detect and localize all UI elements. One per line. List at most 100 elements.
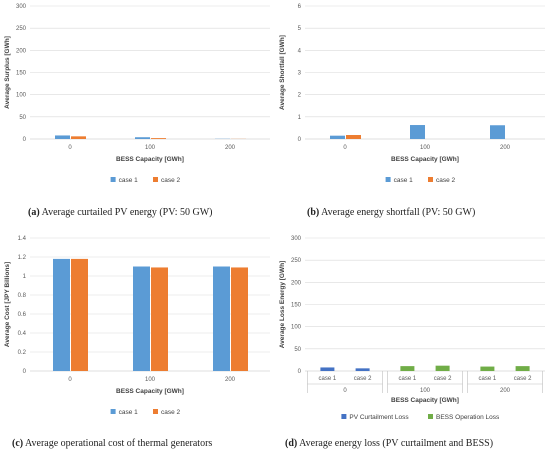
y-tick-label: 50 <box>294 347 301 353</box>
y-tick-label: 0.2 <box>18 350 27 356</box>
legend-swatch <box>341 414 347 419</box>
y-tick-label: 1 <box>23 274 27 280</box>
x-subcategory-label: case 2 <box>434 376 452 382</box>
caption-d-letter: (d) <box>285 438 298 449</box>
x-tick-label: 200 <box>225 377 236 383</box>
y-tick-label: 300 <box>291 236 302 242</box>
y-tick-label: 0.6 <box>18 312 27 318</box>
y-tick-label: 0.4 <box>18 331 27 337</box>
bar <box>346 135 361 139</box>
y-tick-label: 6 <box>298 4 302 10</box>
legend-swatch <box>385 177 391 182</box>
bar <box>53 258 70 371</box>
y-tick-label: 2 <box>298 93 302 99</box>
legend-label: case 1 <box>394 177 414 184</box>
x-group-label: 100 <box>420 388 431 394</box>
bar <box>400 366 415 371</box>
y-tick-label: 4 <box>298 48 302 54</box>
caption-d: (d) Average energy loss (PV curtailment … <box>285 438 493 449</box>
legend-label: case 1 <box>119 409 139 416</box>
x-subcategory-label: case 1 <box>479 376 497 382</box>
y-tick-label: 0 <box>298 369 302 375</box>
y-axis-label: Average Surplus [GWh] <box>4 36 11 109</box>
caption-d-text: Average energy loss (PV curtailment and … <box>297 438 494 449</box>
y-tick-label: 100 <box>16 93 27 99</box>
legend-label: case 1 <box>119 177 139 184</box>
x-axis-label: BESS Capacity [GWh] <box>116 156 184 163</box>
x-tick-label: 100 <box>145 145 156 151</box>
bar <box>355 368 370 371</box>
y-tick-label: 200 <box>291 280 302 286</box>
x-axis-label: BESS Capacity [GWh] <box>116 388 184 395</box>
bar <box>515 366 530 371</box>
legend-swatch <box>153 177 158 182</box>
y-tick-label: 100 <box>291 325 302 331</box>
y-tick-label: 1.4 <box>18 236 27 242</box>
legend-label: case 2 <box>436 177 456 184</box>
y-tick-label: 150 <box>291 303 302 309</box>
y-axis-label: Average Loss Energy [GWh] <box>279 261 286 349</box>
caption-c-letter: (c) <box>12 438 24 449</box>
bar <box>435 365 450 371</box>
caption-b: (b) Average energy shortfall (PV: 50 GW) <box>307 207 475 218</box>
legend-swatch <box>428 414 433 419</box>
x-subcategory-label: case 1 <box>399 376 417 382</box>
bar <box>213 266 230 371</box>
y-tick-label: 3 <box>298 71 302 77</box>
y-tick-label: 0 <box>298 137 302 143</box>
bar <box>71 136 86 139</box>
chart-average-loss-energy: 0 50 100 150 200 250 300 Average Loss Energy [G… <box>279 236 545 421</box>
legend-label: case 2 <box>161 177 181 184</box>
x-axis-label: BESS Capacity [GWh] <box>391 156 459 163</box>
y-tick-label: 300 <box>16 4 27 10</box>
x-subcategory-label: case 1 <box>319 376 337 382</box>
y-tick-label: 0.8 <box>18 293 27 299</box>
caption-c-text: Average operational cost of thermal gene… <box>23 438 213 449</box>
y-tick-label: 150 <box>16 71 27 77</box>
y-tick-label: 5 <box>298 26 302 32</box>
bar <box>133 266 150 371</box>
y-tick-label: 250 <box>16 26 27 32</box>
y-tick-label: 0 <box>23 137 27 143</box>
x-subcategory-label: case 2 <box>354 376 372 382</box>
caption-c: (c) Average operational cost of thermal … <box>12 438 212 449</box>
bar <box>231 267 248 371</box>
legend-swatch <box>110 177 116 182</box>
y-tick-label: 1 <box>298 115 302 121</box>
bar <box>151 138 166 139</box>
bar <box>480 366 495 371</box>
bar <box>410 125 425 139</box>
y-tick-label: 1.2 <box>18 255 27 261</box>
y-tick-label: 50 <box>19 115 26 121</box>
y-tick-label: 250 <box>291 258 302 264</box>
x-tick-label: 100 <box>420 145 431 151</box>
bar <box>71 258 88 371</box>
caption-a: (a) Average curtailed PV energy (PV: 50 … <box>28 207 213 218</box>
x-group-label: 0 <box>343 388 347 394</box>
x-subcategory-label: case 2 <box>514 376 532 382</box>
bar <box>320 367 335 371</box>
caption-b-letter: (b) <box>307 207 320 218</box>
legend-label: case 2 <box>161 409 181 416</box>
legend-swatch <box>110 409 116 414</box>
x-axis-label: BESS Capacity [GWh] <box>391 397 459 404</box>
bar <box>330 135 345 139</box>
legend-swatch <box>428 177 433 182</box>
x-tick-label: 200 <box>500 145 511 151</box>
caption-b-text: Average energy shortfall (PV: 50 GW) <box>319 207 476 218</box>
caption-a-letter: (a) <box>28 207 40 218</box>
x-tick-label: 200 <box>225 145 236 151</box>
x-tick-label: 0 <box>68 377 72 383</box>
bar <box>135 137 150 139</box>
x-tick-label: 0 <box>68 145 72 151</box>
chart-average-shortfall: 0 1 2 3 4 5 6 Average Shortfall [GWh] 0 100 200 BES… <box>279 4 545 184</box>
x-tick-label: 100 <box>145 377 156 383</box>
chart-average-cost: 0 0.2 0.4 0.6 0.8 1 1.2 1.4 Average Cost [JPY Bi… <box>4 236 270 416</box>
bar <box>151 267 168 371</box>
bar <box>55 135 70 139</box>
x-tick-label: 0 <box>343 145 347 151</box>
caption-a-text: Average curtailed PV energy (PV: 50 GW) <box>39 207 213 218</box>
y-axis-label: Average Cost [JPY Billions] <box>4 262 11 347</box>
y-axis-label: Average Shortfall [GWh] <box>279 35 286 110</box>
bar <box>490 125 505 139</box>
